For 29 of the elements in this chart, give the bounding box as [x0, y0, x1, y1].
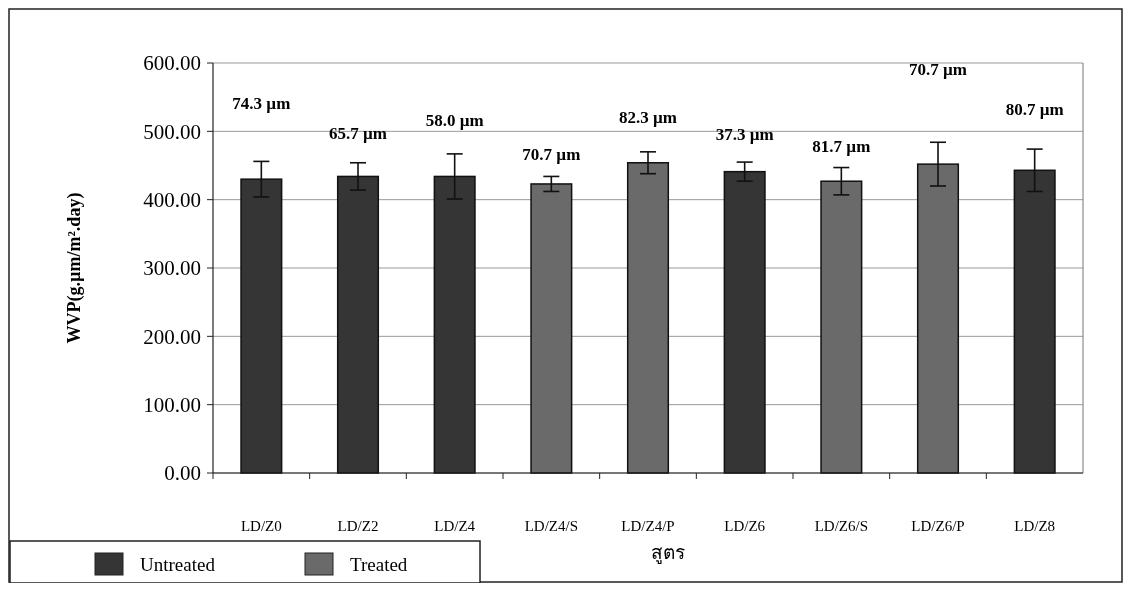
x-axis-title: สูตร: [651, 541, 685, 564]
legend-label: Treated: [350, 554, 408, 575]
x-tick-label: LD/Z6/S: [814, 518, 869, 534]
x-tick-label: LD/Z2: [337, 518, 379, 534]
annotation: 81.7 µm: [812, 136, 871, 156]
annotation: 58.0 µm: [425, 110, 484, 130]
y-tick-label: 0.00: [164, 461, 201, 486]
annotation: 74.3 µm: [232, 94, 291, 114]
y-tick-label: 600.00: [143, 51, 201, 76]
annotation: 82.3 µm: [619, 107, 677, 127]
x-tick-label: LD/Z4: [434, 518, 476, 534]
y-tick-label: 100.00: [143, 393, 201, 418]
y-tick-label: 200.00: [143, 324, 201, 349]
legend-label: Untreated: [140, 554, 216, 575]
x-tick-label: LD/Z0: [240, 518, 282, 534]
annotation: 37.3 µm: [715, 125, 774, 145]
annotation: 70.7 µm: [909, 60, 967, 80]
annotation: 70.7 µm: [522, 145, 581, 165]
y-tick-label: 500.00: [143, 119, 201, 144]
x-tick-label: LD/Z8: [1014, 518, 1056, 534]
x-tick-label: LD/Z6/P: [911, 518, 965, 534]
y-tick-label: 400.00: [143, 188, 201, 213]
x-tick-label: LD/Z4/S: [524, 518, 579, 534]
y-axis-title: WVP(g.µm/m².day): [64, 192, 85, 344]
y-tick-label: 300.00: [143, 256, 201, 281]
annotation: 65.7 µm: [329, 123, 387, 143]
x-tick-label: LD/Z4/P: [621, 518, 675, 534]
x-tick-label: LD/Z6: [724, 518, 766, 534]
annotation: 80.7 µm: [1005, 100, 1064, 120]
